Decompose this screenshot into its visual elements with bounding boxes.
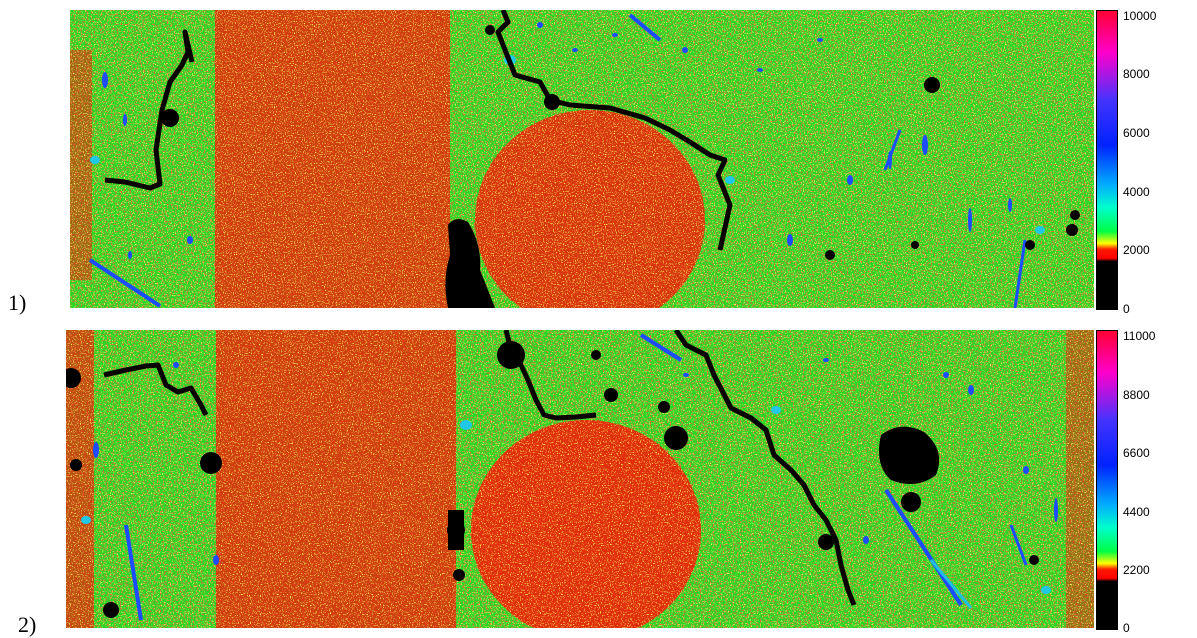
panel-1-colorbar — [1096, 10, 1118, 310]
panel-1-density-map — [70, 10, 1094, 308]
panel-1-tick-8000: 8000 — [1123, 67, 1150, 81]
panel-2-tick-4400: 4400 — [1123, 505, 1150, 519]
crack-trace-2 — [495, 10, 733, 251]
panel-2-colorbar — [1096, 330, 1118, 630]
crack-trace-1 — [104, 29, 195, 191]
crack-trace-3 — [103, 362, 209, 417]
panel-2-tick-11000: 11000 — [1123, 329, 1156, 343]
panel-1-tick-2000: 2000 — [1123, 243, 1150, 257]
crack-trace-4 — [503, 330, 597, 421]
panel-2-image — [66, 330, 1094, 628]
panel-2-tick-8800: 8800 — [1123, 388, 1150, 402]
panel-2-tick-2200: 2200 — [1123, 563, 1150, 577]
panel-2-density-map — [66, 330, 1094, 628]
panel-1-label: 1) — [8, 290, 27, 315]
panel-2-tick-0: 0 — [1123, 621, 1130, 635]
panel-2-label: 2) — [18, 612, 37, 637]
panel-1-tick-6000: 6000 — [1123, 126, 1150, 140]
panel-1-tick-0: 0 — [1123, 302, 1130, 316]
panel-1-tick-4000: 4000 — [1123, 185, 1150, 199]
panel-1-image — [70, 10, 1094, 308]
crack-trace-5 — [673, 330, 857, 606]
panel-2-tick-6600: 6600 — [1123, 446, 1150, 460]
panel-1-tick-10000: 10000 — [1123, 9, 1157, 23]
